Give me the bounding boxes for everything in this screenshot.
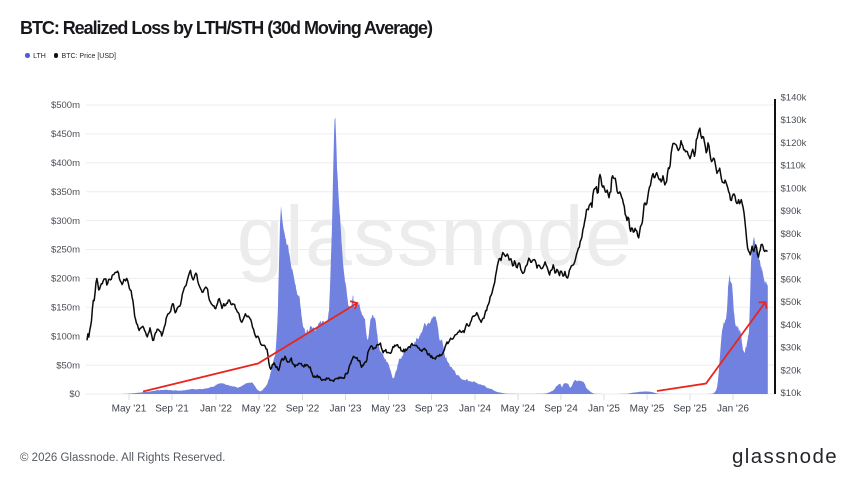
svg-text:Sep '24: Sep '24 xyxy=(544,404,578,415)
svg-text:May '24: May '24 xyxy=(501,404,536,415)
svg-text:Sep '25: Sep '25 xyxy=(673,404,707,415)
svg-text:Jan '22: Jan '22 xyxy=(200,404,232,415)
svg-text:$150m: $150m xyxy=(51,303,80,314)
svg-text:$350m: $350m xyxy=(51,187,80,198)
svg-text:$140k: $140k xyxy=(781,93,807,104)
svg-text:Jan '26: Jan '26 xyxy=(717,404,749,415)
svg-text:$120k: $120k xyxy=(781,138,807,149)
svg-text:$400m: $400m xyxy=(51,158,80,169)
svg-text:$250m: $250m xyxy=(51,245,80,256)
svg-text:$40k: $40k xyxy=(781,320,802,331)
svg-text:$130k: $130k xyxy=(781,115,807,126)
svg-text:$10k: $10k xyxy=(781,388,802,399)
svg-text:$50m: $50m xyxy=(56,360,80,371)
svg-text:May '23: May '23 xyxy=(371,404,406,415)
svg-text:$70k: $70k xyxy=(781,252,802,263)
svg-text:Sep '21: Sep '21 xyxy=(155,404,189,415)
svg-text:$450m: $450m xyxy=(51,129,80,140)
svg-text:Jan '25: Jan '25 xyxy=(588,404,620,415)
svg-text:$30k: $30k xyxy=(781,343,802,354)
svg-text:$0: $0 xyxy=(69,389,80,400)
svg-text:$50k: $50k xyxy=(781,297,802,308)
svg-text:$60k: $60k xyxy=(781,274,802,285)
svg-text:$20k: $20k xyxy=(781,365,802,376)
svg-text:$500m: $500m xyxy=(51,100,80,111)
svg-text:$90k: $90k xyxy=(781,206,802,217)
svg-text:Jan '23: Jan '23 xyxy=(330,404,362,415)
svg-text:May '25: May '25 xyxy=(630,404,665,415)
svg-text:Jan '24: Jan '24 xyxy=(459,404,491,415)
svg-text:Sep '22: Sep '22 xyxy=(286,404,320,415)
svg-text:$110k: $110k xyxy=(781,161,806,172)
svg-text:$200m: $200m xyxy=(51,274,80,285)
svg-text:$100m: $100m xyxy=(51,331,80,342)
svg-text:$300m: $300m xyxy=(51,216,80,227)
svg-text:May '22: May '22 xyxy=(242,404,277,415)
svg-text:glassnode: glassnode xyxy=(237,189,633,283)
svg-text:May '21: May '21 xyxy=(112,404,147,415)
svg-text:$80k: $80k xyxy=(781,229,802,240)
svg-text:$100k: $100k xyxy=(781,183,807,194)
svg-text:Sep '23: Sep '23 xyxy=(415,404,449,415)
